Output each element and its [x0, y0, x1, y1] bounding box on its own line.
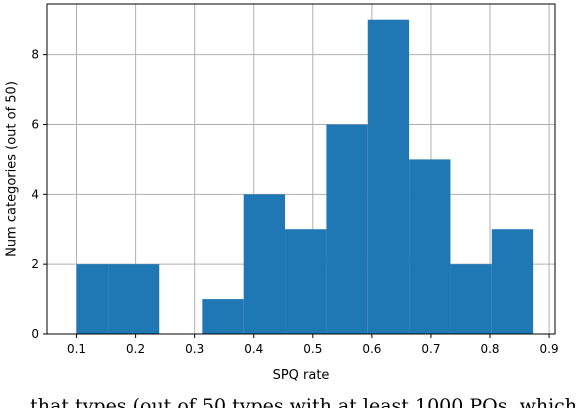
plot-frame [46, 3, 556, 335]
y-axis-label: Num categories (out of 50) [5, 81, 20, 257]
y-ticks: 0 2 4 6 8 [31, 48, 47, 341]
figure-caption: ... that types (out of 50 types with at … [6, 395, 576, 408]
x-tick-label: 0.2 [126, 342, 145, 356]
y-tick-label: 8 [31, 48, 39, 62]
histogram-bar [202, 299, 244, 334]
histogram-bar [326, 124, 368, 334]
histogram-chart: 0.1 0.2 0.3 0.4 0.5 0.6 0.7 0.8 0.9 0 2 4 6 8 SPQ ra… [5, 3, 559, 383]
histogram-bar [450, 264, 492, 334]
x-tick-label: 0.7 [421, 342, 440, 356]
histogram-bar [108, 264, 160, 334]
x-axis-label: SPQ rate [273, 368, 330, 383]
histogram-bar [491, 229, 534, 334]
x-tick-label: 0.1 [67, 342, 86, 356]
bars [76, 19, 534, 334]
histogram-bar [367, 19, 410, 334]
histogram-bar [409, 159, 451, 334]
y-tick-label: 2 [31, 257, 39, 271]
y-tick-label: 4 [31, 187, 39, 201]
histogram-bar [76, 264, 109, 334]
x-tick-label: 0.5 [303, 342, 322, 356]
x-tick-label: 0.3 [185, 342, 204, 356]
histogram-bar [243, 194, 286, 334]
x-tick-label: 0.8 [480, 342, 499, 356]
x-ticks: 0.1 0.2 0.3 0.4 0.5 0.6 0.7 0.8 0.9 [67, 334, 559, 356]
x-tick-label: 0.9 [540, 342, 559, 356]
x-tick-label: 0.6 [362, 342, 381, 356]
y-tick-label: 0 [31, 327, 39, 341]
histogram-bar [285, 229, 327, 334]
x-tick-label: 0.4 [244, 342, 263, 356]
y-tick-label: 6 [31, 117, 39, 131]
